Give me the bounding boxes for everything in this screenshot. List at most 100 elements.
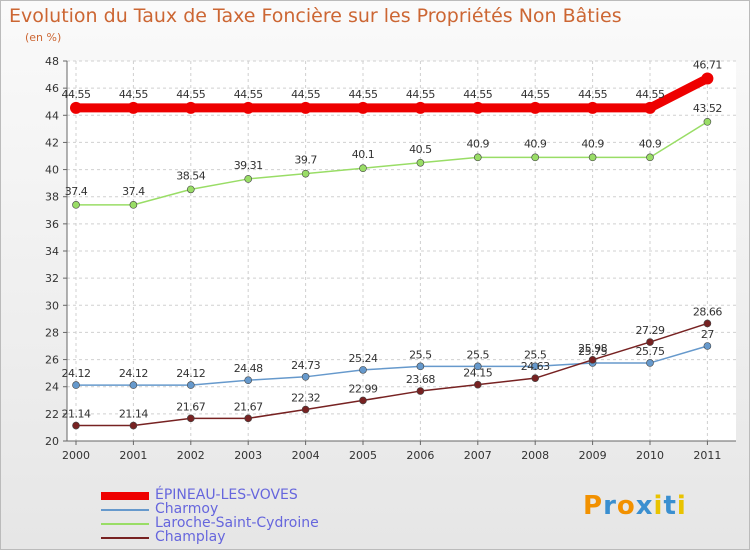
series-point-2 <box>646 153 654 162</box>
x-tick-label: 2008 <box>521 449 549 462</box>
series-point-3 <box>187 414 195 423</box>
data-label: 25.75 <box>578 345 607 358</box>
series-line-3 <box>75 322 709 427</box>
logo-letter: P <box>583 491 604 521</box>
y-tick-label: 28 <box>45 326 59 339</box>
y-tick-label: 38 <box>45 191 59 204</box>
series-point-2 <box>72 201 80 209</box>
series-point-1 <box>646 359 654 367</box>
data-label: 44.55 <box>119 88 148 101</box>
series-point-3 <box>588 356 597 364</box>
data-label: 24.15 <box>463 367 492 380</box>
y-tick-label: 44 <box>45 109 59 122</box>
x-tick-label: 2002 <box>177 449 205 462</box>
data-label: 21.67 <box>234 400 263 413</box>
series-point-2 <box>531 153 540 162</box>
series-point-0 <box>414 101 427 114</box>
data-label: 25.5 <box>409 348 432 361</box>
data-label: 37.4 <box>65 185 88 198</box>
series-point-0 <box>701 72 714 85</box>
chart-title: Evolution du Taux de Taxe Foncière sur l… <box>9 5 622 27</box>
data-label: 44.55 <box>291 88 320 101</box>
data-label: 40.9 <box>467 137 490 150</box>
series-point-2 <box>244 175 252 183</box>
data-label: 24.63 <box>521 360 550 373</box>
series-point-3 <box>129 421 138 430</box>
series-point-2 <box>301 169 310 178</box>
data-label: 24.48 <box>234 362 263 375</box>
y-tick-label: 46 <box>45 82 59 95</box>
data-label: 39.31 <box>234 159 263 172</box>
logo-letter: r <box>603 491 617 521</box>
data-label: 25.5 <box>467 348 490 361</box>
y-tick-label: 42 <box>45 136 59 149</box>
series-point-1 <box>301 373 310 381</box>
data-label: 25.5 <box>524 348 547 361</box>
series-point-3 <box>646 338 654 346</box>
series-point-1 <box>531 362 540 371</box>
data-label: 21.14 <box>119 408 148 421</box>
data-label: 39.7 <box>294 154 317 167</box>
series-point-0 <box>70 101 82 114</box>
series-point-2 <box>473 153 482 162</box>
y-tick-label: 32 <box>45 272 59 285</box>
series-point-2 <box>588 153 597 162</box>
data-label: 38.54 <box>176 169 205 182</box>
series-point-2 <box>359 164 367 173</box>
series-point-3 <box>531 374 540 382</box>
logo-letter: i <box>653 491 664 521</box>
y-tick-label: 40 <box>45 164 59 177</box>
y-tick-label: 24 <box>45 381 59 394</box>
series-point-0 <box>127 101 140 114</box>
plot-area <box>67 61 736 441</box>
series-point-3 <box>72 421 80 430</box>
x-tick-label: 2005 <box>349 449 377 462</box>
x-tick-label: 2010 <box>636 449 664 462</box>
series-point-0 <box>299 101 312 114</box>
y-tick-label: 26 <box>45 354 59 367</box>
data-label: 40.5 <box>409 143 432 156</box>
data-label: 24.12 <box>62 367 91 380</box>
series-point-0 <box>184 101 197 114</box>
legend-swatch <box>101 492 149 500</box>
series-point-1 <box>72 381 80 389</box>
data-label: 44.55 <box>406 88 435 101</box>
data-label: 24.73 <box>291 359 320 372</box>
data-label: 22.99 <box>349 382 378 395</box>
series-point-0 <box>529 101 542 114</box>
legend-label: Champlay <box>155 529 226 545</box>
chart-unit-label: (en %) <box>25 31 62 44</box>
data-label: 40.9 <box>581 137 604 150</box>
series-point-3 <box>416 387 425 395</box>
series-point-1 <box>703 342 712 350</box>
x-tick-label: 2001 <box>119 449 147 462</box>
data-label: 43.52 <box>693 102 722 115</box>
series-point-3 <box>703 319 712 328</box>
series-point-3 <box>244 414 252 423</box>
x-tick-label: 2011 <box>693 449 721 462</box>
series-line-2 <box>75 121 709 206</box>
data-label: 46.71 <box>693 59 722 72</box>
series-point-1 <box>244 376 252 385</box>
data-label: 44.55 <box>176 88 205 101</box>
data-label: 44.55 <box>636 88 665 101</box>
series-line-0 <box>71 74 712 113</box>
logo-letter: x <box>635 491 654 521</box>
series-point-1 <box>187 381 195 389</box>
data-label: 25.24 <box>349 352 378 365</box>
y-tick-label: 20 <box>45 435 59 448</box>
x-tick-label: 2006 <box>406 449 434 462</box>
proxiti-logo: Proxiti <box>583 491 687 521</box>
y-tick-label: 30 <box>45 299 59 312</box>
series-point-3 <box>301 405 310 414</box>
logo-letter: t <box>663 491 677 521</box>
series-point-0 <box>471 101 484 114</box>
x-tick-label: 2007 <box>464 449 492 462</box>
y-tick-label: 22 <box>45 408 59 421</box>
y-tick-label: 48 <box>45 55 59 68</box>
legend-swatch <box>101 509 149 511</box>
data-label: 40.9 <box>639 137 662 150</box>
series-point-0 <box>357 101 369 114</box>
